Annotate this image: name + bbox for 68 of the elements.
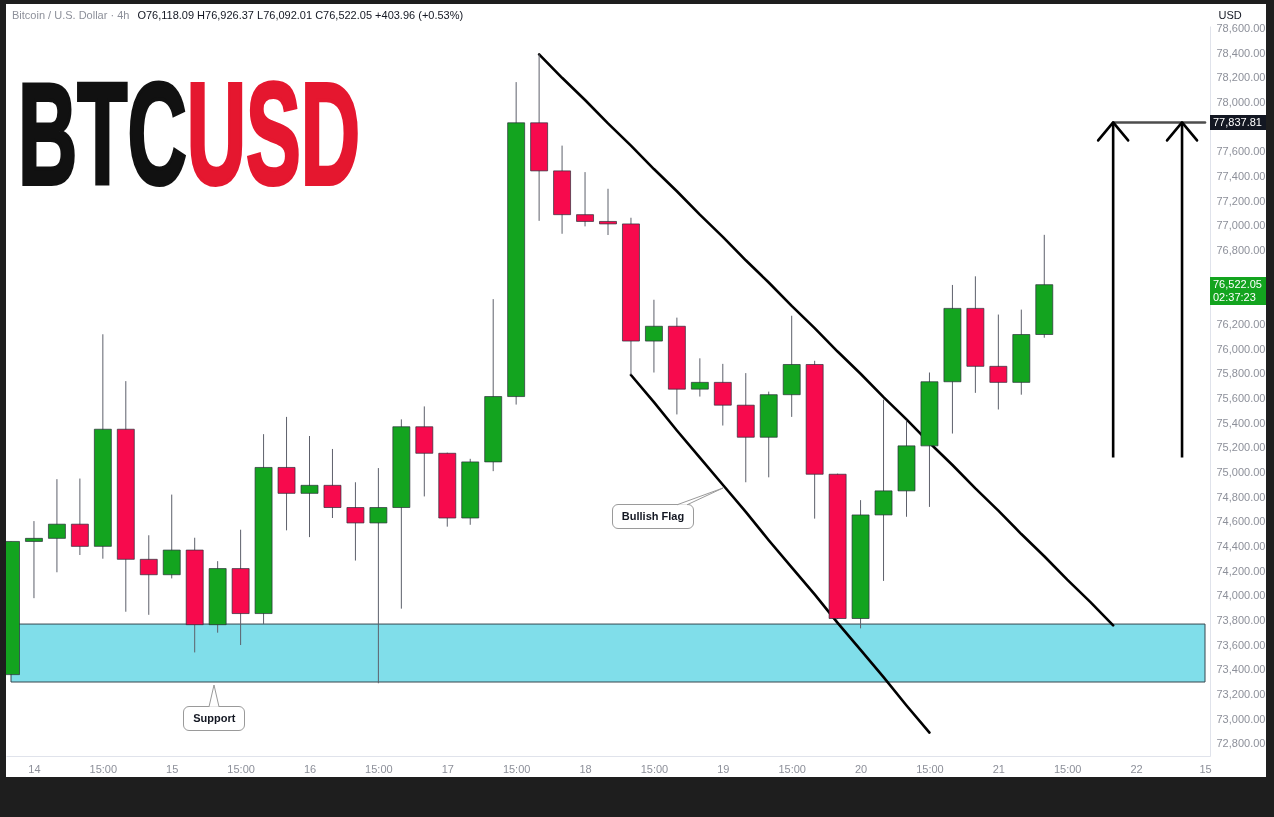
x-tick-label: 15 xyxy=(166,762,179,775)
y-tick-label: 73,800.00 xyxy=(1216,613,1266,626)
candlestick xyxy=(71,478,89,556)
x-tick-label: 16 xyxy=(303,762,317,775)
series-label: 77,837.81 xyxy=(1210,114,1266,130)
x-tick-label: 15:00 xyxy=(365,762,393,775)
candlestick xyxy=(139,534,158,616)
y-tick-label: 75,600.00 xyxy=(1216,391,1266,404)
candlestick xyxy=(346,481,365,562)
y-tick-label: 78,000.00 xyxy=(1216,95,1266,108)
y-tick-label: 76,200.00 xyxy=(1216,317,1266,330)
y-tick-label: 74,800.00 xyxy=(1216,490,1266,503)
y-tick-label: 75,400.00 xyxy=(1216,416,1266,429)
chart-title: BTCUSD xyxy=(18,54,360,215)
candlestick xyxy=(691,357,709,398)
y-tick-label: 74,000.00 xyxy=(1216,589,1266,602)
y-tick-label: 73,600.00 xyxy=(1216,638,1266,651)
x-tick-label: 20 xyxy=(854,762,868,775)
x-tick-label: 15 xyxy=(1199,762,1212,775)
y-tick-label: 75,200.00 xyxy=(1216,441,1266,454)
y-tick-label: 78,600.00 xyxy=(1216,21,1266,34)
y-tick-label: 75,000.00 xyxy=(1216,465,1266,478)
y-tick-label: 77,400.00 xyxy=(1216,169,1266,182)
y-tick-label: 74,400.00 xyxy=(1216,539,1266,552)
candlestick xyxy=(576,171,594,227)
candlestick xyxy=(48,478,66,573)
x-tick-label: 15:00 xyxy=(916,762,944,775)
y-tick-label: 74,200.00 xyxy=(1216,564,1266,577)
x-tick-label: 17 xyxy=(441,762,454,775)
x-tick-label: 15:00 xyxy=(227,762,255,775)
x-tick-label: 15:00 xyxy=(1053,762,1082,775)
y-tick-label: 73,400.00 xyxy=(1216,663,1266,676)
x-tick-label: 15:00 xyxy=(778,762,806,775)
y-tick-label: 73,000.00 xyxy=(1216,712,1266,725)
candlestick xyxy=(25,520,43,599)
candlestick xyxy=(645,299,663,373)
x-tick-label: 15:00 xyxy=(502,762,531,775)
y-tick-label: 78,400.00 xyxy=(1216,46,1266,59)
y-tick-label: 77,000.00 xyxy=(1216,219,1266,232)
candlestick xyxy=(599,188,617,236)
y-tick-label: 72,800.00 xyxy=(1216,737,1266,750)
y-tick-label: 78,200.00 xyxy=(1216,71,1266,84)
chart-subtitle: Bitcoin / U.S. Dollar · 4h xyxy=(12,9,130,21)
candlestick xyxy=(323,448,342,519)
x-tick-label: 18 xyxy=(579,762,592,775)
candlestick xyxy=(989,314,1008,410)
text: O76,118.09 H76,926.37 L76,092.01 C76,522.05 +403.96 (+0.53%) xyxy=(137,9,464,21)
x-tick-label: 19 xyxy=(717,762,730,775)
x-tick-label: 15:00 xyxy=(89,762,118,775)
y-tick-label: 76,000.00 xyxy=(1216,342,1266,355)
y-tick-label: 73,200.00 xyxy=(1216,687,1266,700)
y-axis-title: USD xyxy=(1218,8,1242,21)
x-tick-label: 15:00 xyxy=(640,762,669,775)
x-tick-label: 21 xyxy=(992,762,1005,775)
y-tick-label: 76,800.00 xyxy=(1216,243,1266,256)
candlestick xyxy=(369,467,388,684)
y-tick-label: 75,800.00 xyxy=(1216,367,1266,380)
line-series xyxy=(537,53,1115,627)
x-tick-label: 14 xyxy=(28,762,41,775)
annotation: Bullish Flag xyxy=(611,503,695,529)
candlestick xyxy=(713,363,732,427)
y-tick-label: 77,600.00 xyxy=(1216,145,1266,158)
text: 76,522.05 02:37:23 xyxy=(1210,277,1266,306)
y-tick-label: 74,600.00 xyxy=(1216,515,1266,528)
candlestick xyxy=(300,435,319,538)
band-label: Support xyxy=(183,706,246,731)
y-tick-label: 77,200.00 xyxy=(1216,194,1266,207)
x-tick-label: 22 xyxy=(1130,762,1143,775)
